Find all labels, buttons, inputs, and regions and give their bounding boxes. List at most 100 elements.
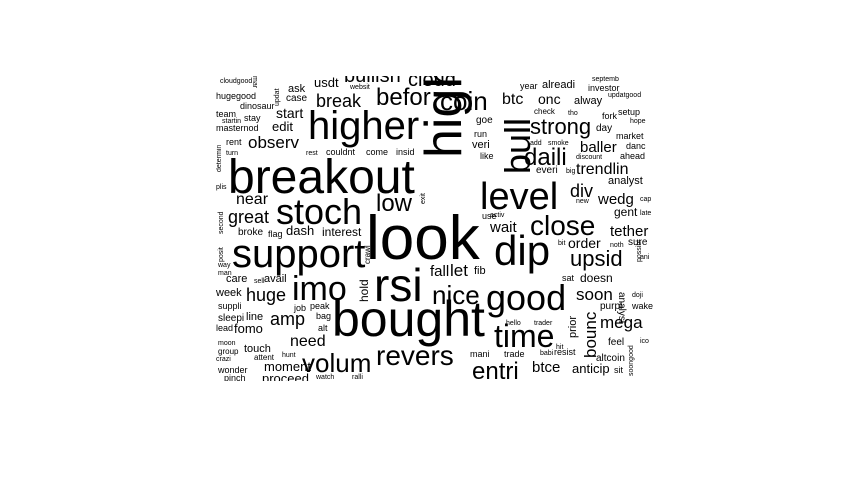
word: activ xyxy=(490,212,505,219)
word: huge xyxy=(246,285,287,305)
word: job xyxy=(294,303,307,313)
word: wait xyxy=(490,219,517,236)
word: team xyxy=(216,109,237,119)
word: start xyxy=(276,105,304,121)
word: observ xyxy=(248,133,300,152)
word: sure xyxy=(628,237,648,248)
word: tho xyxy=(568,110,578,117)
word: purpl xyxy=(600,301,623,312)
word: turn xyxy=(226,150,239,157)
word: strong xyxy=(530,114,592,139)
word: hope xyxy=(630,118,646,125)
word: order xyxy=(568,235,601,251)
word: rent xyxy=(226,137,242,147)
word: bag xyxy=(316,311,332,321)
word: hello xyxy=(506,320,521,327)
word: gent xyxy=(614,205,638,219)
word: add xyxy=(530,140,542,147)
word: plis xyxy=(216,184,227,191)
word: ask xyxy=(288,83,306,95)
word: let xyxy=(450,261,468,280)
word: div xyxy=(570,181,594,201)
word: big xyxy=(566,168,576,175)
word: bought xyxy=(332,291,485,347)
word: doji xyxy=(632,292,643,299)
word: volum xyxy=(302,348,372,378)
word: amp xyxy=(270,309,306,329)
word: cap xyxy=(640,196,652,203)
word: higher xyxy=(308,104,420,148)
word: entri xyxy=(472,358,519,382)
word: wedg xyxy=(598,191,634,208)
word: check xyxy=(534,107,555,116)
word: nice xyxy=(432,280,480,310)
word: doesn xyxy=(580,271,613,285)
word: interest xyxy=(322,225,362,239)
word: use xyxy=(482,211,497,221)
word: septemb xyxy=(592,76,619,83)
word: time xyxy=(494,318,555,354)
word: stoch xyxy=(276,191,363,232)
word: trader xyxy=(534,320,553,327)
word: alreadi xyxy=(542,79,576,91)
word: new xyxy=(576,198,589,205)
word: hunt xyxy=(282,352,296,359)
word: btce xyxy=(532,359,561,376)
word: mani xyxy=(470,349,490,359)
word: ahead xyxy=(620,151,646,161)
word: year xyxy=(520,81,538,91)
word: run xyxy=(474,129,488,139)
word: stay xyxy=(244,113,261,123)
word: setup xyxy=(618,107,641,117)
word: mega xyxy=(600,313,643,332)
word: dinosaur xyxy=(240,101,275,111)
word: look xyxy=(366,204,480,273)
word: attent xyxy=(254,353,275,362)
word: upsid xyxy=(570,246,623,271)
word: sit xyxy=(614,365,623,375)
word: trendlin xyxy=(576,161,629,178)
word: baller xyxy=(580,139,617,156)
word: resist xyxy=(554,347,576,357)
word: trade xyxy=(504,349,525,359)
word: week xyxy=(216,287,242,299)
word: watch xyxy=(316,374,335,381)
word: great xyxy=(228,207,270,227)
word: group xyxy=(218,347,239,356)
word: sleepi xyxy=(218,313,245,324)
word: noth xyxy=(610,242,624,249)
word: prior xyxy=(567,315,579,338)
word: usdt xyxy=(314,76,339,90)
word: bit xyxy=(558,240,566,247)
word: startin xyxy=(222,118,242,125)
word: alway xyxy=(574,95,603,107)
word: late xyxy=(640,210,652,217)
word: dash xyxy=(286,223,315,238)
word: close xyxy=(530,210,596,241)
word: imo xyxy=(292,270,347,308)
word: market xyxy=(616,131,644,141)
word: altcoin xyxy=(596,353,625,364)
word: couldnt xyxy=(326,147,356,157)
word: ralli xyxy=(352,374,363,381)
word: exit xyxy=(420,193,427,204)
word: rest xyxy=(306,150,318,157)
word: cloud xyxy=(408,76,456,91)
word: support xyxy=(232,232,366,276)
word: smoke xyxy=(548,140,569,147)
word: determin xyxy=(216,144,223,172)
word: fork xyxy=(602,111,618,121)
word: broke xyxy=(238,227,264,238)
word: hold xyxy=(357,279,371,302)
word: avail xyxy=(264,273,287,285)
word: day xyxy=(596,123,613,134)
word: updat xyxy=(274,88,281,106)
word: bounc xyxy=(581,311,600,358)
word: touch xyxy=(244,343,271,355)
word: ico xyxy=(640,338,649,345)
word: btc xyxy=(502,91,524,108)
word: danc xyxy=(626,141,646,151)
word: second xyxy=(218,211,225,234)
word: sell xyxy=(254,278,265,285)
word: feel xyxy=(608,337,625,348)
